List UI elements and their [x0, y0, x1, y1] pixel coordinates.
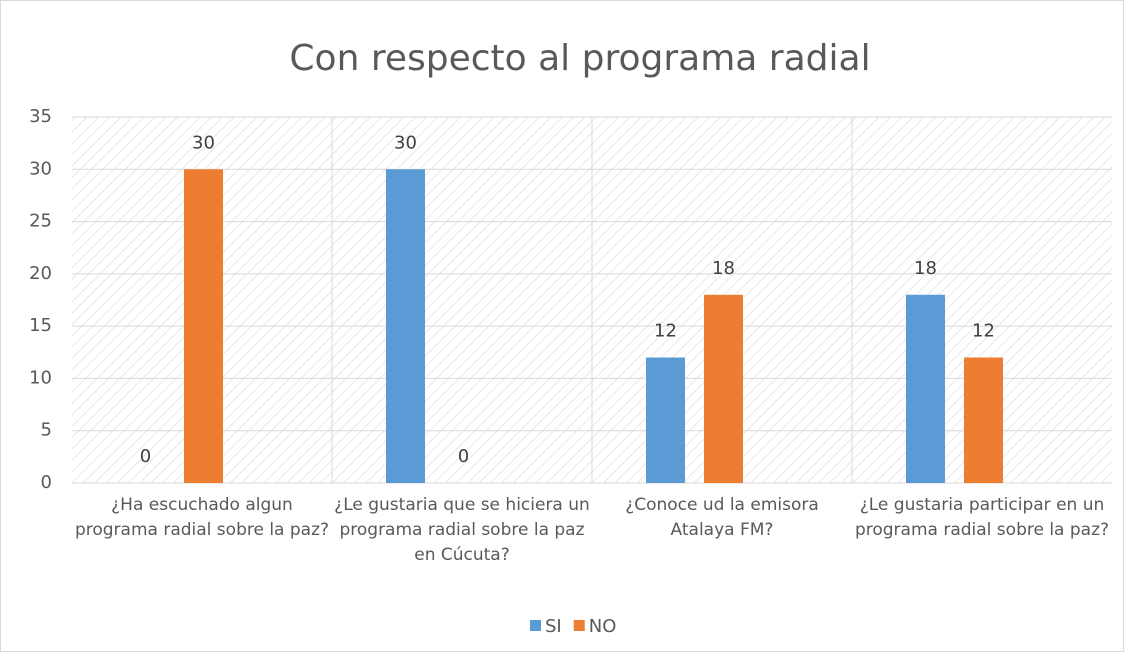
data-label: 0	[458, 446, 469, 467]
y-tick-label: 35	[29, 106, 52, 127]
x-tick-label: ¿Le gustaria que se hiciera un programa …	[334, 495, 590, 565]
x-tick-label: ¿Le gustaria participar en un programa r…	[854, 495, 1110, 540]
data-label: 12	[654, 321, 677, 342]
y-tick-label: 30	[29, 158, 52, 179]
x-tick-label-box: ¿Le gustaria que se hiciera un programa …	[334, 495, 590, 565]
y-tick-label: 0	[41, 472, 52, 493]
y-tick-label: 25	[29, 211, 52, 232]
x-tick-label-box: ¿Ha escuchado algun programa radial sobr…	[74, 495, 330, 540]
bar	[906, 294, 945, 483]
y-tick-label: 20	[29, 263, 52, 284]
bar	[704, 294, 743, 483]
legend-label: SI	[545, 616, 562, 637]
data-label: 18	[914, 258, 937, 279]
data-label: 30	[394, 132, 417, 153]
x-tick-label: ¿Ha escuchado algun programa radial sobr…	[74, 495, 330, 540]
legend-swatch	[530, 620, 541, 631]
data-label: 12	[972, 321, 995, 342]
legend-swatch	[573, 620, 585, 631]
y-tick-label: 15	[29, 315, 52, 336]
bar	[646, 357, 685, 483]
bar	[184, 169, 223, 484]
chart-title: Con respecto al programa radial	[289, 38, 870, 79]
x-tick-label-box: ¿Conoce ud la emisora Atalaya FM?	[625, 495, 819, 540]
x-tick-label: ¿Conoce ud la emisora Atalaya FM?	[625, 495, 819, 540]
bar	[964, 357, 1003, 483]
bar	[386, 169, 425, 484]
data-label: 30	[192, 132, 215, 153]
data-label: 18	[712, 258, 735, 279]
y-tick-label: 5	[41, 420, 52, 441]
y-tick-label: 10	[29, 367, 52, 388]
x-tick-label-box: ¿Le gustaria participar en un programa r…	[854, 495, 1110, 540]
data-label: 0	[140, 446, 151, 467]
legend-label: NO	[589, 616, 617, 637]
